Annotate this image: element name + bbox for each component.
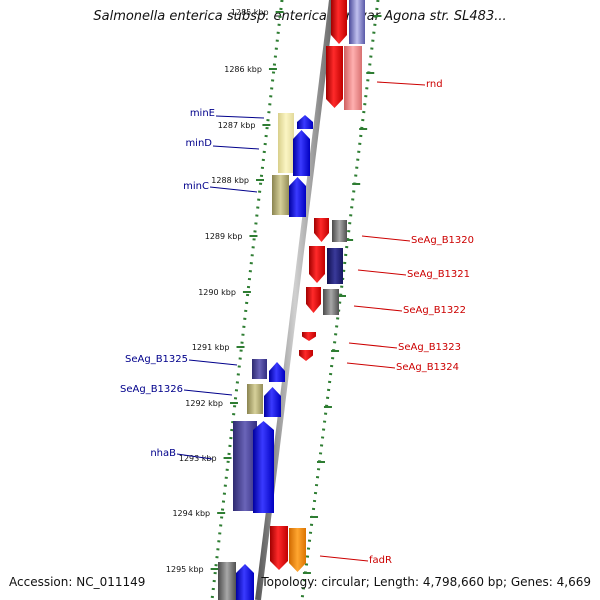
gene-label-seag_b1322[interactable]: SeAg_B1322	[403, 305, 466, 316]
gene-bar	[247, 384, 263, 414]
ruler-tick-label: 1294 kbp	[172, 509, 210, 518]
gene-label-mind[interactable]: minD	[185, 138, 212, 149]
gene-arrow	[306, 287, 321, 313]
gene-leader-line	[209, 186, 258, 193]
gene-label-seag_b1321[interactable]: SeAg_B1321	[407, 269, 470, 280]
gene-bar	[278, 113, 294, 173]
gene-bar	[218, 562, 236, 600]
gene-bar	[323, 289, 339, 315]
gene-bar	[252, 359, 267, 379]
gene-labels: minE minD minC SeAg_B1325 SeAg_B1326 nhaB rnd S…	[120, 79, 474, 566]
gene-leader-line	[188, 359, 238, 366]
gene-arrow	[297, 115, 313, 129]
gene-bar	[327, 248, 343, 284]
gene-label-seag_b1320[interactable]: SeAg_B1320	[411, 235, 474, 246]
gene-arrow	[264, 387, 281, 417]
gene-label-rnd[interactable]: rnd	[426, 79, 443, 90]
gene-arrow	[326, 46, 343, 108]
gene-leader-line	[361, 235, 411, 242]
gene-leader-line	[212, 145, 260, 150]
gene-leader-line	[319, 555, 369, 562]
gene-arrow	[269, 362, 285, 382]
ruler-tick-label: 1288 kbp	[211, 176, 249, 185]
gene-bar	[332, 220, 347, 242]
gene-leader-line	[376, 81, 426, 86]
gene-leader-line	[215, 115, 265, 119]
gene-arrow	[302, 332, 316, 341]
ruler-tick-label: 1293 kbp	[179, 454, 217, 463]
ruler-tick-label: 1290 kbp	[198, 288, 236, 297]
ruler-tick-label: 1287 kbp	[218, 121, 256, 130]
gene-label-seag_b1325[interactable]: SeAg_B1325	[125, 354, 188, 365]
ruler-tick-label: 1286 kbp	[224, 65, 262, 74]
ruler-ticks: 1285 kbp 1286 kbp 1287 kbp 1288 kbp 1289 kbp…	[166, 8, 382, 574]
gene-bar	[349, 0, 365, 44]
ruler-tick-label: 1292 kbp	[185, 399, 223, 408]
feature-tracks	[218, 0, 365, 600]
gene-bar	[272, 175, 289, 215]
ruler-tick-label: 1291 kbp	[192, 343, 230, 352]
gene-arrow	[314, 218, 329, 242]
gene-leader-line	[183, 389, 233, 396]
genome-title: Salmonella enterica subsp. enterica sero…	[93, 9, 507, 24]
gene-leader-line	[176, 453, 213, 460]
gene-bar	[344, 46, 362, 110]
gene-arrow	[309, 246, 325, 283]
gene-arrow	[289, 177, 306, 217]
gene-arrow	[289, 528, 306, 572]
ruler-tick-label: 1285 kbp	[231, 8, 269, 17]
gene-arrow	[236, 564, 254, 600]
gene-leader-line	[353, 305, 403, 312]
gene-leader-line	[357, 269, 407, 276]
gene-label-seag_b1326[interactable]: SeAg_B1326	[120, 384, 183, 395]
gene-leader-line	[348, 342, 398, 349]
gene-arrow	[293, 130, 310, 176]
gene-arrow	[331, 0, 347, 44]
gene-label-fadr[interactable]: fadR	[369, 555, 392, 566]
gene-label-seag_b1323[interactable]: SeAg_B1323	[398, 342, 461, 353]
gene-leader-line	[346, 362, 396, 369]
gene-arrow	[299, 350, 313, 361]
gene-label-minc[interactable]: minC	[183, 181, 209, 192]
gene-arrow	[253, 421, 274, 513]
accession-text: Accession: NC_011149	[9, 575, 146, 589]
gene-arrow	[270, 526, 288, 570]
gene-label-seag_b1324[interactable]: SeAg_B1324	[396, 362, 459, 373]
gene-label-mine[interactable]: minE	[190, 108, 215, 119]
topology-text: Topology: circular; Length: 4,798,660 bp…	[261, 575, 591, 589]
ruler-tick-label: 1289 kbp	[205, 232, 243, 241]
gene-label-nhab[interactable]: nhaB	[150, 448, 176, 459]
ruler-tick-label: 1295 kbp	[166, 565, 204, 574]
